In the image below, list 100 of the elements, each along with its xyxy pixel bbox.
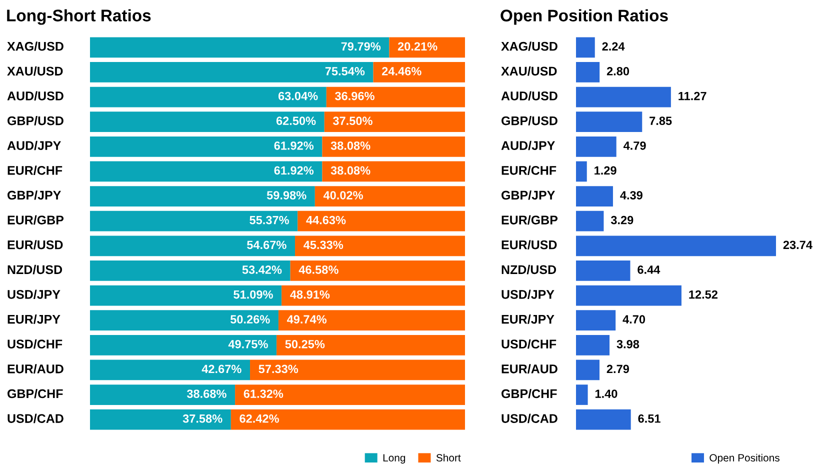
data-label: 1.29 (594, 166, 616, 175)
bar (576, 136, 616, 157)
y-tick-label: AUD/JPY (501, 140, 555, 150)
data-label: 23.74 (783, 240, 812, 250)
bar (576, 186, 613, 206)
bar (90, 112, 324, 132)
bar (576, 384, 588, 405)
data-label: 6.51 (638, 414, 660, 423)
legend-label: Long (383, 454, 406, 464)
data-label: 49.74% (286, 315, 327, 324)
data-label: 37.58% (182, 414, 222, 423)
data-label: 55.37% (250, 216, 289, 224)
data-label: 50.26% (230, 315, 270, 324)
y-tick-label: XAG/USD (501, 42, 558, 51)
y-tick-label: EUR/CHF (8, 166, 62, 175)
data-label: 61.92% (274, 166, 314, 175)
y-tick-label: GBP/CHF (502, 388, 557, 398)
bar (290, 260, 465, 281)
y-tick-label: NZD/USD (502, 264, 556, 274)
y-tick-label: USD/JPY (8, 290, 60, 300)
data-label: 2.24 (602, 42, 625, 50)
data-label: 38.68% (186, 390, 226, 398)
y-tick-label: EUR/JPY (502, 314, 554, 324)
bar (90, 161, 322, 182)
bar (298, 210, 465, 232)
data-label: 1.40 (595, 390, 618, 398)
data-label: 11.27 (678, 92, 706, 100)
y-tick-label: GBP/JPY (8, 190, 61, 200)
y-tick-label: USD/CHF (502, 339, 556, 349)
y-tick-label: AUD/JPY (7, 140, 61, 150)
bar (322, 136, 465, 157)
data-label: 50.25% (285, 340, 325, 348)
bar (90, 260, 290, 281)
data-label: 36.96% (335, 92, 374, 100)
y-tick-label: GBP/CHF (8, 388, 63, 398)
bar (576, 62, 600, 82)
bar (90, 285, 282, 306)
y-tick-label: XAU/USD (501, 66, 557, 76)
bar (90, 37, 390, 58)
bar (250, 360, 465, 380)
bar (576, 285, 682, 306)
bar (576, 236, 776, 256)
bar (278, 310, 465, 331)
bar (90, 210, 298, 232)
y-tick-label: EUR/GBP (502, 215, 558, 225)
data-label: 3.29 (610, 216, 634, 224)
bar (389, 37, 465, 58)
bar (576, 334, 610, 356)
data-label: 4.79 (623, 141, 646, 150)
data-label: 2.79 (606, 364, 629, 374)
bar (90, 334, 277, 356)
y-tick-label: NZD/USD (8, 264, 62, 274)
bar (576, 86, 671, 108)
data-label: 75.54% (325, 67, 365, 76)
y-tick-label: XAU/USD (7, 66, 63, 76)
data-label: 49.75% (228, 340, 268, 348)
data-label: 61.32% (244, 390, 284, 398)
data-label: 6.44 (638, 266, 660, 274)
y-tick-label: USD/CHF (8, 339, 62, 349)
bar (373, 62, 465, 82)
bar (230, 409, 465, 430)
y-tick-label: EUR/USD (502, 240, 557, 250)
legend-label: Short (436, 454, 461, 462)
bar (576, 409, 631, 430)
bar (576, 161, 587, 182)
y-tick-label: EUR/GBP (8, 215, 64, 225)
y-tick-label: EUR/USD (8, 240, 63, 250)
bar (576, 360, 600, 380)
data-label: 53.42% (242, 266, 282, 274)
chart-title: Long-Short Ratios (7, 9, 151, 25)
bar (576, 37, 595, 58)
data-label: 7.85 (650, 116, 672, 126)
bar (322, 161, 465, 182)
bar (295, 236, 465, 256)
data-label: 62.42% (240, 414, 279, 423)
data-label: 54.67% (247, 240, 286, 250)
y-tick-label: GBP/USD (8, 116, 64, 126)
y-tick-label: USD/JPY (502, 290, 554, 300)
data-label: 51.09% (234, 290, 273, 299)
y-tick-label: EUR/CHF (502, 166, 556, 175)
data-label: 62.50% (276, 116, 316, 126)
y-tick-label: USD/CAD (8, 414, 64, 424)
data-label: 24.46% (382, 67, 422, 76)
data-label: 48.91% (290, 290, 330, 299)
data-label: 79.79% (341, 42, 381, 51)
data-label: 46.58% (298, 266, 338, 274)
y-tick-label: XAG/USD (7, 42, 64, 51)
bar (324, 112, 465, 132)
data-label: 63.04% (278, 92, 318, 100)
data-label: 42.67% (202, 364, 242, 374)
data-label: 20.21% (398, 42, 438, 51)
bar (314, 186, 465, 206)
y-tick-label: EUR/AUD (502, 364, 558, 374)
bar (90, 384, 236, 405)
bar (90, 409, 231, 430)
bar (576, 112, 642, 132)
data-label: 4.70 (622, 315, 646, 324)
y-tick-label: AUD/USD (7, 91, 64, 101)
data-label: 44.63% (306, 216, 346, 224)
bar (90, 236, 296, 256)
